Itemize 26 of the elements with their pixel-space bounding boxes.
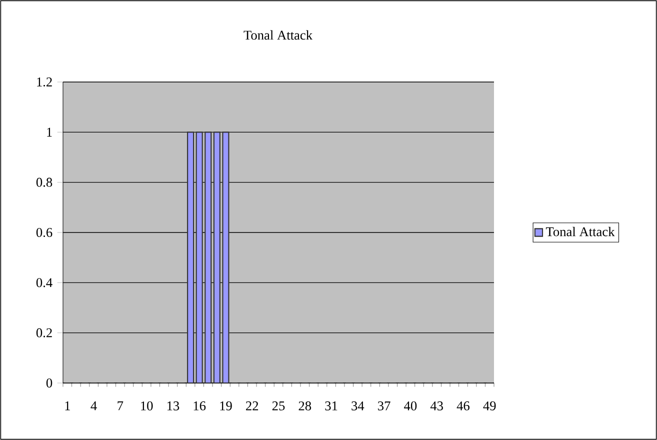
x-tick-label: 46: [456, 401, 470, 410]
chart-title: Tonal Attack: [244, 30, 313, 40]
x-tick-label: 40: [404, 401, 417, 410]
x-tick-label: 13: [167, 401, 180, 410]
x-tick-label: 22: [246, 401, 258, 410]
y-tick-label: 0.4: [36, 278, 52, 288]
x-tick-label: 34: [352, 401, 364, 410]
legend-label: Tonal Attack: [546, 226, 615, 236]
x-tick-label: 1: [65, 401, 70, 410]
y-tick-label: 0.6: [36, 228, 52, 238]
x-tick-label: 25: [272, 401, 285, 410]
y-tick-label: 1.2: [37, 77, 52, 87]
x-tick-label: 10: [141, 401, 153, 410]
x-tick-label: 31: [325, 401, 338, 410]
y-tick-label: 0.8: [36, 178, 52, 187]
x-tick-label: 4: [90, 401, 97, 410]
y-tick-label: 0: [46, 378, 52, 388]
x-tick-label: 28: [298, 401, 312, 410]
x-tick-label: 37: [378, 401, 390, 410]
y-tick-label: 1: [47, 128, 52, 137]
x-tick-label: 43: [430, 401, 443, 410]
x-tick-label: 19: [220, 401, 232, 410]
x-tick-label: 49: [483, 401, 496, 410]
x-tick-label: 16: [194, 401, 206, 410]
x-tick-label: 7: [118, 401, 124, 410]
y-tick-label: 0.2: [36, 328, 52, 338]
